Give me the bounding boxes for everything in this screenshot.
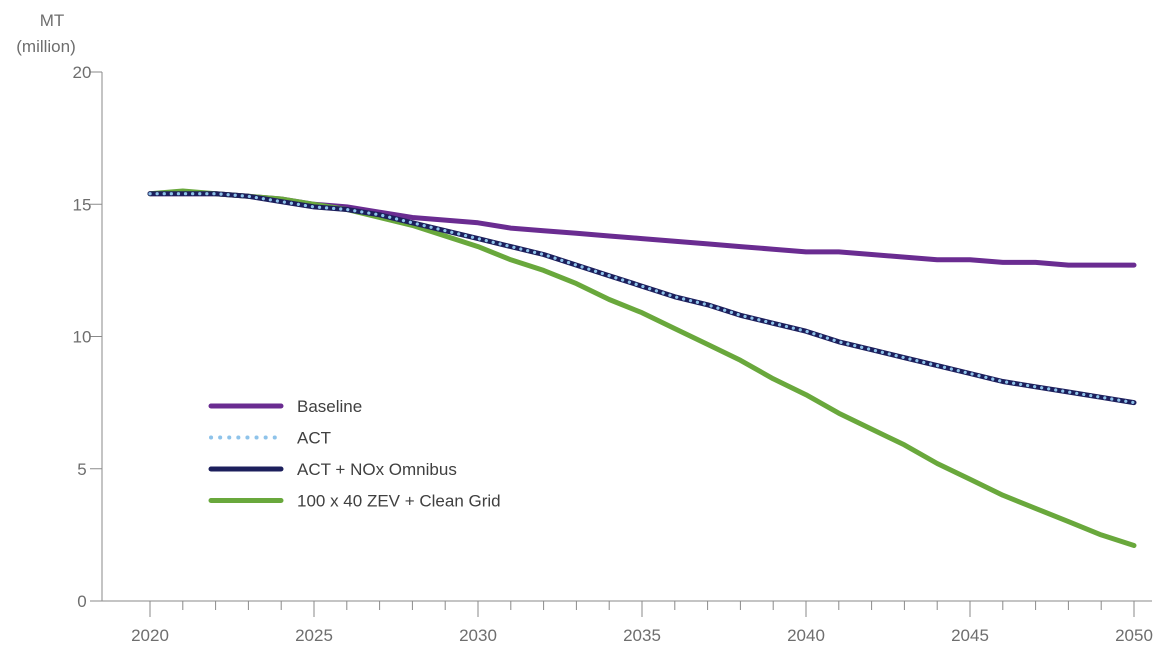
- legend-label: Baseline: [297, 397, 362, 416]
- series-line-100-x-40-zev-clean-grid: [147, 188, 1137, 548]
- x-tick-label: 2030: [459, 626, 497, 645]
- y-axis-ticks: 0 5 10 15 20: [73, 63, 102, 611]
- y-tick-label: 10: [73, 328, 92, 347]
- legend-label: ACT + NOx Omnibus: [297, 460, 457, 479]
- x-tick-label: 2050: [1115, 626, 1153, 645]
- series-line-act: [148, 192, 1136, 405]
- series-lines: [147, 188, 1137, 548]
- series-line-act-nox-omnibus: [147, 191, 1137, 406]
- x-tick-label: 2025: [295, 626, 333, 645]
- y-tick-label: 15: [73, 195, 92, 214]
- x-tick-label: 2040: [787, 626, 825, 645]
- y-axis-unit-line2: (million): [16, 37, 76, 56]
- legend: Baseline ACT ACT + NOx Omnibus 100 x 40 ZEV…: [208, 397, 501, 511]
- legend-label: 100 x 40 ZEV + Clean Grid: [297, 492, 501, 511]
- x-tick-label: 2045: [951, 626, 989, 645]
- y-axis-unit-line1: MT: [40, 11, 65, 30]
- y-tick-label: 0: [77, 592, 86, 611]
- y-tick-label: 5: [77, 460, 86, 479]
- y-tick-label: 20: [73, 63, 92, 82]
- x-axis-ticks: 2020 2025 2030 2035 2040 2045 2050: [131, 601, 1153, 645]
- legend-label: ACT: [297, 429, 331, 448]
- x-tick-label: 2020: [131, 626, 169, 645]
- x-tick-label: 2035: [623, 626, 661, 645]
